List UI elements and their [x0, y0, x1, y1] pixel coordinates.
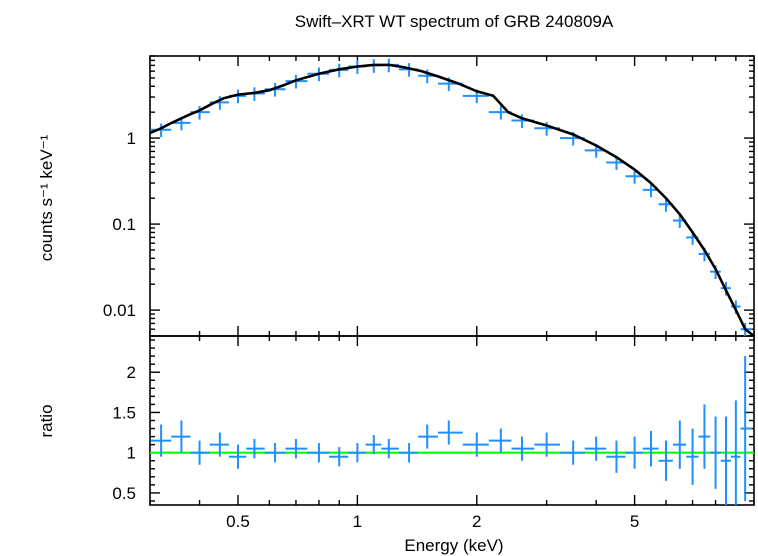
ratio-data-point: [658, 440, 673, 481]
spectrum-panel: 1 0.1 0.01: [103, 55, 755, 338]
spectrum-data-point: [642, 183, 659, 198]
ratio-data-point: [418, 424, 439, 449]
ratio-data-point: [730, 400, 741, 505]
ratio-data-point: [686, 428, 699, 485]
ratio-panel-frame: [149, 335, 755, 506]
chart-title: Swift–XRT WT spectrum of GRB 240809A: [295, 12, 614, 31]
ratio-data-point: [246, 439, 265, 459]
x-tick-label: 1: [353, 512, 362, 531]
ratio-y-tick-label: 0.5: [112, 484, 136, 503]
x-tick-label: 5: [630, 512, 639, 531]
ratio-data-point: [190, 440, 210, 465]
ratio-y-tick-label: 1.5: [112, 403, 136, 422]
ratio-panel: 0.5 1 1.5 2: [112, 339, 754, 505]
ratio-data-point: [398, 443, 419, 463]
ratio-data-point: [606, 440, 626, 473]
ratio-data-point: [559, 440, 585, 465]
ratio-data-point: [285, 439, 308, 459]
ratio-data-point: [698, 404, 711, 469]
ratio-data-point: [672, 420, 687, 469]
plot-frames: 0.5 1 2 5: [149, 55, 755, 531]
ratio-data-point: [511, 436, 535, 461]
x-axis-label: Energy (keV): [404, 536, 503, 555]
top-y-axis-label: counts s⁻¹ keV⁻¹: [37, 134, 56, 261]
bottom-y-axis-label: ratio: [37, 404, 56, 437]
spectrum-data-point: [625, 170, 643, 184]
ratio-data-point: [209, 432, 229, 457]
ratio-data-point: [720, 416, 731, 505]
ratio-data-point: [642, 430, 659, 467]
x-tick-label: 0.5: [226, 512, 250, 531]
spectrum-y-tick-label: 1: [127, 129, 136, 148]
ratio-data-point: [381, 439, 399, 459]
ratio-data-point: [171, 420, 191, 453]
ratio-data-point: [584, 436, 607, 461]
ratio-data-point: [534, 432, 560, 457]
spectrum-y-tick-label: 0.01: [103, 301, 136, 320]
ratio-data-point: [438, 420, 463, 445]
ratio-data-point: [307, 443, 330, 463]
ratio-data-point: [348, 443, 366, 463]
ratio-data-point: [264, 443, 286, 463]
ratio-data-point: [462, 432, 489, 457]
ratio-data-point: [150, 424, 172, 457]
ratio-data-point: [710, 416, 721, 489]
spectrum-y-tick-label: 0.1: [112, 215, 136, 234]
ratio-data-point: [625, 436, 643, 469]
ratio-data-point: [365, 434, 382, 455]
ratio-data-point: [488, 428, 512, 453]
ratio-data-point: [329, 447, 349, 467]
ratio-data-point: [740, 356, 752, 501]
x-tick-label: 2: [472, 512, 481, 531]
ratio-y-tick-label: 2: [127, 363, 136, 382]
ratio-y-tick-label: 1: [127, 444, 136, 463]
ratio-data-point: [228, 444, 247, 469]
model-curve: [149, 63, 755, 338]
